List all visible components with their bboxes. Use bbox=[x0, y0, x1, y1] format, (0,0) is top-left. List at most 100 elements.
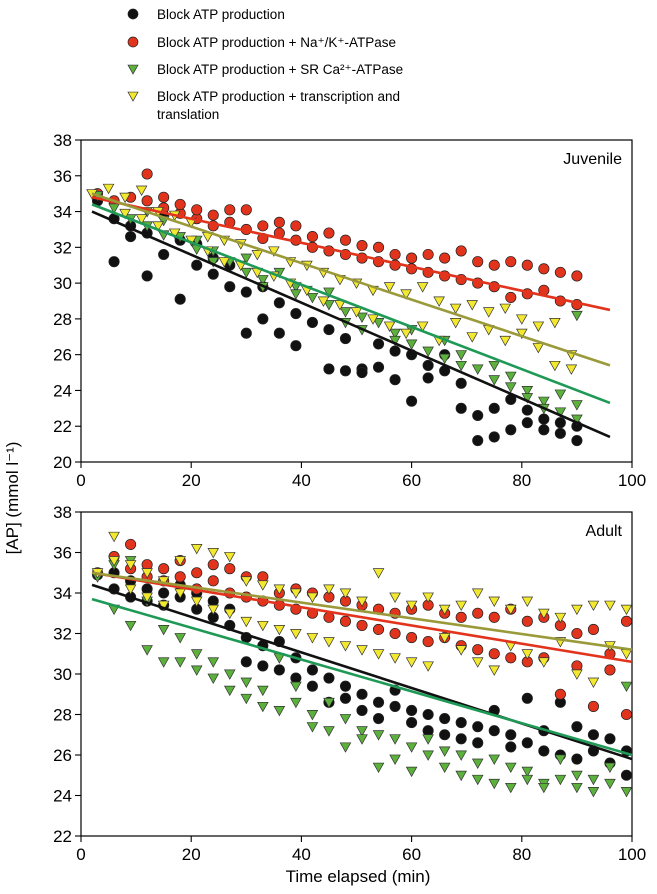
data-point bbox=[516, 328, 528, 340]
x-axis-label: Time elapsed (min) bbox=[286, 867, 431, 886]
data-point bbox=[521, 596, 534, 608]
legend: Block ATP production Block ATP production… bbox=[127, 7, 403, 122]
data-point bbox=[372, 696, 385, 708]
data-point bbox=[356, 704, 368, 716]
data-point bbox=[405, 742, 418, 753]
data-point bbox=[472, 434, 484, 447]
data-point bbox=[571, 770, 583, 782]
data-point bbox=[488, 611, 500, 623]
data-point bbox=[240, 576, 253, 587]
x-tick-label: 20 bbox=[182, 471, 201, 490]
data-point bbox=[587, 700, 599, 712]
data-point bbox=[273, 216, 285, 228]
data-point bbox=[157, 657, 170, 668]
data-point bbox=[538, 745, 550, 757]
data-point bbox=[108, 203, 120, 214]
data-point bbox=[422, 592, 434, 603]
data-point bbox=[257, 220, 269, 232]
legend-label: Block ATP production bbox=[157, 7, 285, 22]
data-point bbox=[571, 400, 583, 411]
data-point bbox=[416, 321, 429, 332]
data-point bbox=[532, 343, 545, 354]
data-point bbox=[240, 253, 253, 264]
data-point bbox=[549, 318, 561, 329]
legend-marker bbox=[127, 8, 139, 20]
x-tick-label: 0 bbox=[76, 845, 85, 864]
data-point bbox=[350, 307, 363, 318]
data-point bbox=[488, 360, 501, 372]
data-point bbox=[433, 296, 445, 307]
data-point bbox=[356, 734, 368, 745]
data-point bbox=[240, 616, 253, 628]
y-tick-label: 26 bbox=[53, 346, 72, 365]
data-point bbox=[472, 644, 484, 656]
data-point bbox=[482, 307, 495, 318]
data-point bbox=[406, 704, 418, 716]
data-point bbox=[290, 672, 302, 684]
data-point bbox=[472, 256, 484, 268]
data-point bbox=[257, 580, 269, 591]
data-point bbox=[587, 774, 600, 786]
data-point bbox=[455, 750, 467, 761]
data-point bbox=[190, 544, 203, 555]
y-tick-label: 24 bbox=[53, 381, 72, 400]
data-point bbox=[339, 641, 352, 652]
data-point bbox=[554, 389, 567, 400]
data-point bbox=[538, 424, 550, 436]
data-point bbox=[141, 195, 153, 207]
data-point bbox=[587, 600, 600, 612]
data-point bbox=[257, 685, 269, 697]
legend-marker bbox=[127, 36, 139, 48]
data-point bbox=[306, 316, 318, 329]
data-point bbox=[554, 427, 566, 439]
trend-line bbox=[91, 571, 633, 651]
data-point bbox=[191, 567, 203, 579]
data-point bbox=[141, 168, 153, 180]
data-point bbox=[174, 657, 186, 668]
data-point bbox=[141, 270, 153, 282]
data-point bbox=[339, 365, 352, 377]
data-point bbox=[571, 604, 583, 616]
data-point bbox=[488, 665, 501, 676]
data-point bbox=[571, 782, 583, 794]
data-point bbox=[339, 680, 352, 692]
data-point bbox=[290, 307, 302, 320]
data-point bbox=[339, 588, 352, 599]
data-point bbox=[240, 204, 252, 216]
data-point bbox=[268, 246, 280, 257]
data-point bbox=[488, 259, 500, 271]
data-point bbox=[240, 267, 253, 279]
data-point bbox=[455, 645, 467, 656]
legend-marker bbox=[127, 64, 139, 75]
data-point bbox=[158, 563, 170, 575]
data-point bbox=[472, 607, 484, 619]
data-point bbox=[207, 595, 219, 607]
data-point bbox=[125, 231, 137, 243]
x-tick-label: 100 bbox=[618, 845, 646, 864]
y-tick-label: 26 bbox=[53, 746, 72, 765]
y-tick-label: 38 bbox=[53, 503, 72, 522]
data-point bbox=[290, 697, 302, 709]
data-point bbox=[571, 414, 583, 425]
y-tick-label: 24 bbox=[53, 787, 72, 806]
data-point bbox=[207, 209, 219, 221]
data-point bbox=[356, 596, 368, 608]
data-point bbox=[587, 787, 600, 798]
x-tick-label: 40 bbox=[292, 471, 311, 490]
data-point bbox=[207, 575, 219, 587]
data-point bbox=[339, 234, 352, 246]
data-point bbox=[406, 631, 418, 644]
data-point bbox=[405, 766, 418, 778]
legend-label: Block ATP production + SR Ca²⁺-ATPase bbox=[157, 62, 403, 77]
data-point bbox=[554, 417, 566, 429]
data-point bbox=[240, 677, 253, 689]
data-point bbox=[108, 531, 120, 543]
data-point bbox=[620, 708, 633, 721]
data-point bbox=[306, 664, 318, 676]
data-point bbox=[372, 338, 385, 350]
data-point bbox=[102, 183, 115, 195]
y-tick-label: 22 bbox=[53, 417, 72, 436]
data-point bbox=[488, 754, 501, 765]
